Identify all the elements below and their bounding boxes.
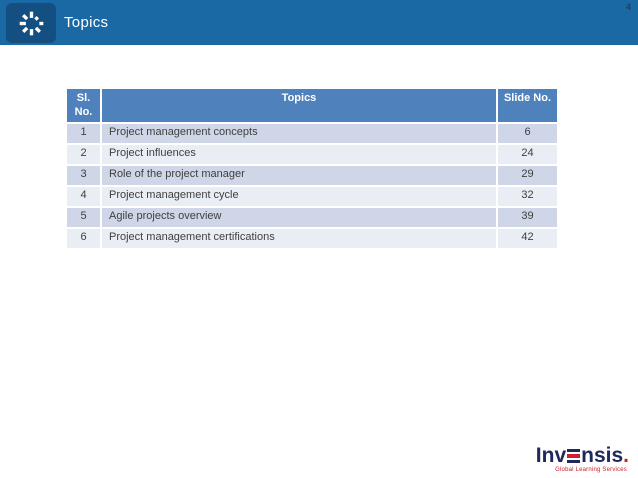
invensis-logo: Inv nsis. Global Learning Services [535, 444, 629, 473]
header-cell-slide-no: Slide No. [498, 89, 557, 122]
table-row: 1 Project management concepts 6 [67, 123, 557, 143]
sl-no-cell: 1 [67, 123, 100, 143]
slide-no-cell: 24 [498, 144, 557, 164]
sl-no-cell: 3 [67, 165, 100, 185]
logo-e-bar-bottom [567, 459, 581, 463]
header-cell-sl-no: Sl. No. [67, 89, 100, 122]
sl-no-cell: 6 [67, 228, 100, 248]
slide-no-cell: 6 [498, 123, 557, 143]
table-row: 2 Project influences 24 [67, 144, 557, 164]
logo-wordmark: Inv nsis. [535, 444, 629, 467]
topics-table-container: Sl. No. Topics Slide No. 1 Project manag… [65, 87, 559, 250]
topic-cell: Project management cycle [102, 186, 496, 206]
topic-cell: Project influences [102, 144, 496, 164]
top-bar: Topics [0, 0, 638, 45]
sl-no-cell: 4 [67, 186, 100, 206]
header-logo-square [6, 3, 56, 43]
logo-text-prefix: Inv [535, 444, 567, 467]
page-title: Topics [64, 14, 109, 31]
slide-no-cell: 39 [498, 207, 557, 227]
slide-no-cell: 29 [498, 165, 557, 185]
logo-e-bar-top [567, 449, 581, 453]
logo-text-suffix: nsis [581, 444, 624, 467]
slide-no-cell: 42 [498, 228, 557, 248]
table-row: 3 Role of the project manager 29 [67, 165, 557, 185]
table-header-row: Sl. No. Topics Slide No. [67, 89, 557, 122]
table-row: 6 Project management certifications 42 [67, 228, 557, 248]
topics-table: Sl. No. Topics Slide No. 1 Project manag… [65, 87, 559, 250]
topic-cell: Project management concepts [102, 123, 496, 143]
slide-no-cell: 32 [498, 186, 557, 206]
logo-tagline: Global Learning Services [555, 467, 627, 473]
sl-no-cell: 2 [67, 144, 100, 164]
sl-no-cell: 5 [67, 207, 100, 227]
logo-e-glyph [567, 449, 581, 463]
spinner-icon [19, 11, 43, 35]
topic-cell: Agile projects overview [102, 207, 496, 227]
header-cell-topics: Topics [102, 89, 496, 122]
slide-page-number: 4 [625, 2, 631, 12]
logo-e-bar-middle [567, 454, 581, 458]
table-row: 4 Project management cycle 32 [67, 186, 557, 206]
topic-cell: Role of the project manager [102, 165, 496, 185]
logo-dot: . [623, 444, 629, 467]
topic-cell: Project management certifications [102, 228, 496, 248]
table-row: 5 Agile projects overview 39 [67, 207, 557, 227]
